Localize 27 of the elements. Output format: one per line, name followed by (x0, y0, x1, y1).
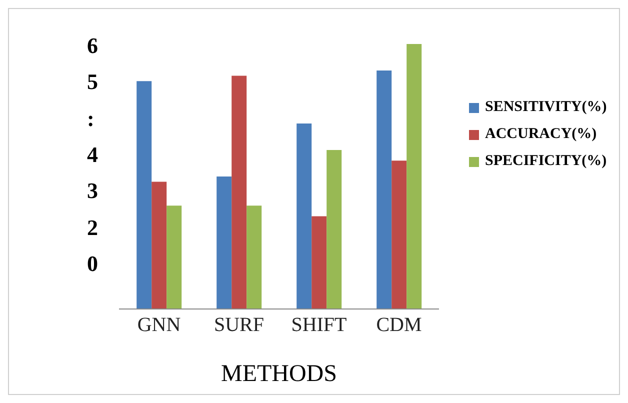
legend-label: SENSITIVITY(%) (485, 99, 607, 116)
x-axis-title: METHODS (220, 361, 338, 388)
text: 3 (87, 178, 98, 204)
text: 4 (87, 142, 98, 167)
bar (232, 76, 247, 309)
bar (296, 124, 312, 309)
bar (406, 44, 422, 309)
bar (216, 176, 232, 309)
legend-label: SPECIFICITY(%) (485, 153, 607, 170)
text: 6 (87, 33, 98, 58)
bar (152, 182, 167, 309)
text: 0 (87, 250, 98, 276)
legend-label: ACCURACY(%) (485, 126, 597, 143)
text: 2 (87, 214, 98, 240)
text: 5 (87, 69, 98, 94)
bar (392, 160, 407, 309)
bar (136, 81, 152, 309)
text: : (87, 106, 96, 131)
bar (376, 70, 392, 309)
bar (246, 206, 262, 309)
bar (326, 150, 342, 309)
bar (312, 216, 327, 309)
bar (166, 206, 182, 309)
x-tick-label: CDM (376, 314, 422, 336)
x-tick-label: SHIFT (291, 314, 347, 336)
x-tick-label: SURF (214, 314, 264, 336)
x-tick-label: GNN (137, 314, 181, 336)
